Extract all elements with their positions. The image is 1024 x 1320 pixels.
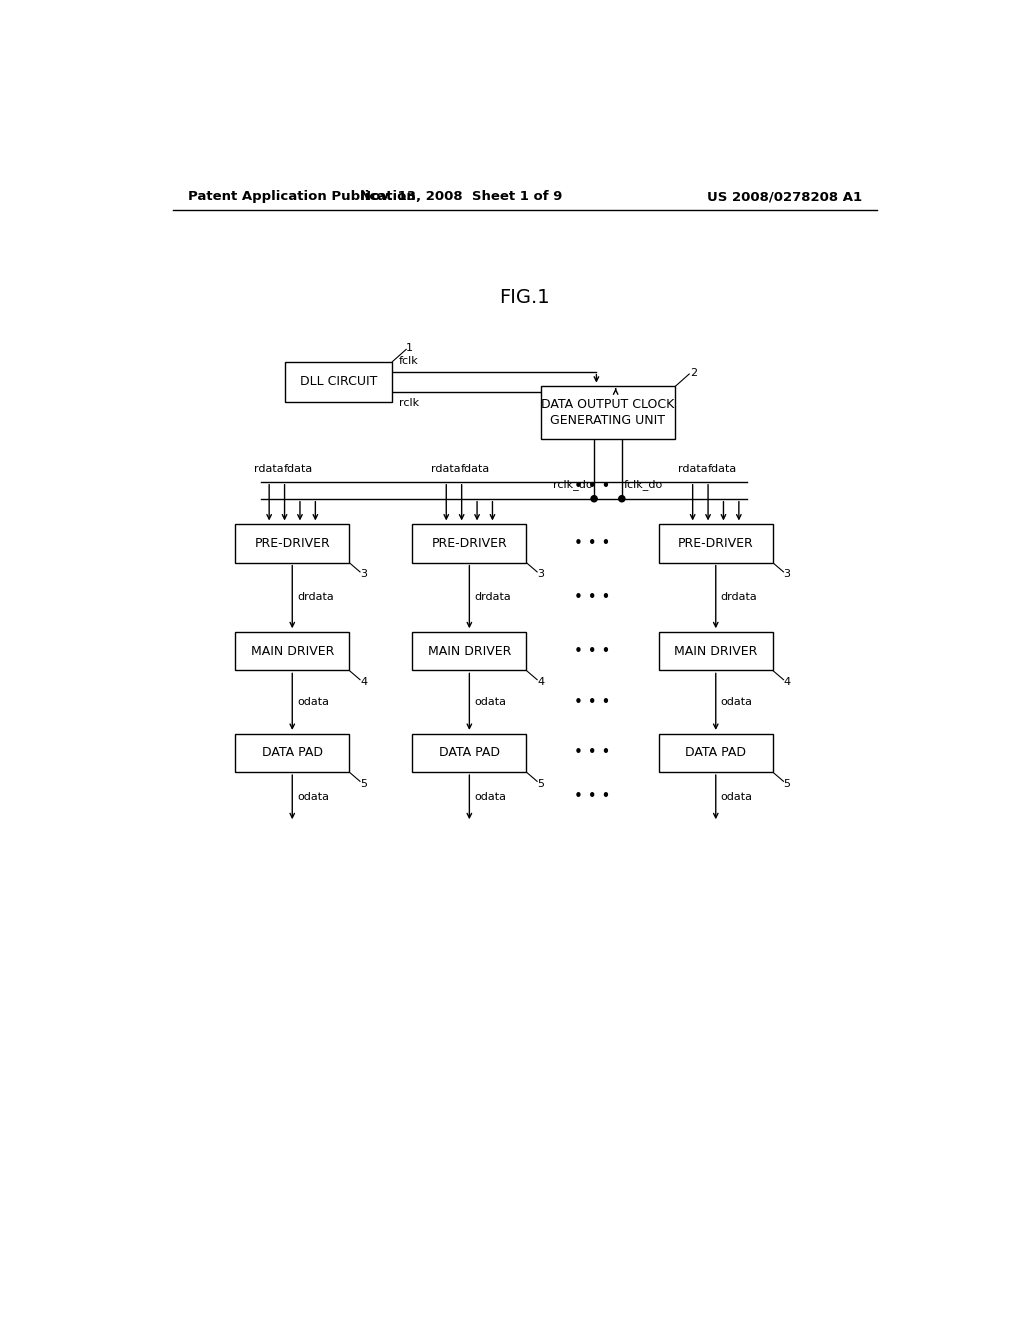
Text: • • •: • • • — [574, 479, 610, 494]
Text: drdata: drdata — [297, 593, 334, 602]
Text: • • •: • • • — [574, 644, 610, 659]
Text: DATA PAD: DATA PAD — [685, 746, 746, 759]
Bar — [236, 734, 349, 772]
Bar — [236, 632, 349, 671]
Text: Patent Application Publication: Patent Application Publication — [188, 190, 416, 203]
Text: rdata: rdata — [431, 465, 461, 474]
Text: PRE-DRIVER: PRE-DRIVER — [254, 537, 330, 550]
Text: drdata: drdata — [474, 593, 511, 602]
Text: rdata: rdata — [678, 465, 708, 474]
Text: odata: odata — [474, 697, 506, 708]
Text: drdata: drdata — [720, 593, 757, 602]
Text: • • •: • • • — [574, 536, 610, 550]
Text: DATA PAD: DATA PAD — [262, 746, 323, 759]
Text: DATA OUTPUT CLOCK
GENERATING UNIT: DATA OUTPUT CLOCK GENERATING UNIT — [542, 399, 675, 426]
Text: fclk_do: fclk_do — [624, 479, 663, 490]
Bar — [413, 524, 526, 562]
Circle shape — [618, 495, 625, 502]
Text: Nov. 13, 2008  Sheet 1 of 9: Nov. 13, 2008 Sheet 1 of 9 — [360, 190, 563, 203]
Text: MAIN DRIVER: MAIN DRIVER — [251, 644, 334, 657]
Circle shape — [591, 495, 597, 502]
Text: 4: 4 — [360, 677, 368, 686]
Bar — [658, 632, 773, 671]
Text: fdata: fdata — [708, 465, 736, 474]
Text: MAIN DRIVER: MAIN DRIVER — [428, 644, 511, 657]
Text: 3: 3 — [360, 569, 367, 579]
Text: odata: odata — [474, 792, 506, 801]
Text: DLL CIRCUIT: DLL CIRCUIT — [300, 375, 377, 388]
Text: FIG.1: FIG.1 — [500, 288, 550, 306]
Text: DATA PAD: DATA PAD — [439, 746, 500, 759]
Text: MAIN DRIVER: MAIN DRIVER — [674, 644, 758, 657]
Bar — [236, 524, 349, 562]
Text: 4: 4 — [783, 677, 791, 686]
Bar — [285, 362, 392, 401]
Text: • • •: • • • — [574, 746, 610, 760]
Text: fdata: fdata — [461, 465, 490, 474]
Text: fdata: fdata — [284, 465, 313, 474]
Text: odata: odata — [720, 697, 753, 708]
Bar — [658, 524, 773, 562]
Text: odata: odata — [720, 792, 753, 801]
Text: 5: 5 — [360, 779, 367, 788]
Text: 1: 1 — [407, 343, 414, 352]
Text: rdata: rdata — [254, 465, 284, 474]
Text: • • •: • • • — [574, 590, 610, 605]
Bar — [413, 734, 526, 772]
Bar — [658, 734, 773, 772]
Text: 3: 3 — [783, 569, 791, 579]
Text: 4: 4 — [538, 677, 544, 686]
Text: rclk_do: rclk_do — [553, 479, 593, 490]
Text: PRE-DRIVER: PRE-DRIVER — [678, 537, 754, 550]
Text: rclk: rclk — [398, 397, 419, 408]
Text: • • •: • • • — [574, 789, 610, 804]
Text: 5: 5 — [538, 779, 544, 788]
Text: • • •: • • • — [574, 694, 610, 710]
Text: 3: 3 — [538, 569, 544, 579]
Text: PRE-DRIVER: PRE-DRIVER — [431, 537, 507, 550]
Text: odata: odata — [297, 792, 329, 801]
Bar — [413, 632, 526, 671]
Bar — [541, 387, 676, 438]
Text: 5: 5 — [783, 779, 791, 788]
Text: US 2008/0278208 A1: US 2008/0278208 A1 — [707, 190, 862, 203]
Text: fclk: fclk — [398, 355, 418, 366]
Text: odata: odata — [297, 697, 329, 708]
Text: 2: 2 — [690, 368, 697, 379]
